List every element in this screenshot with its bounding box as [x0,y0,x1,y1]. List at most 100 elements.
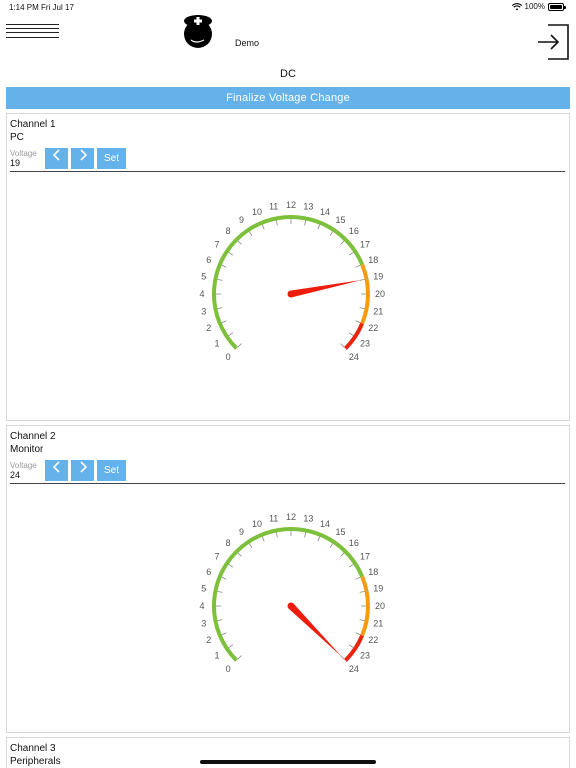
channel-device: Monitor [10,444,44,455]
gauge-tick-label: 4 [199,601,204,611]
voltage-input-underline [10,483,565,484]
gauge-arc-green [212,527,364,662]
gauge-tick [359,307,365,310]
gauge-tick [355,320,361,324]
channel-device: PC [10,132,24,143]
gauge-tick [340,240,345,245]
increase-voltage-button[interactable] [71,148,94,169]
gauge-tick-label: 17 [360,240,370,250]
gauge-tick-label: 20 [375,601,385,611]
gauge-tick [261,224,265,230]
gauge-tick-label: 4 [199,289,204,299]
app-header: Demo [0,14,576,60]
gauge-tick-label: 3 [201,618,206,628]
gauge-tick [355,264,361,268]
gauge-tick-label: 1 [214,650,219,660]
gauge-tick [348,251,354,256]
gauge-tick [217,307,223,310]
gauge-tick [237,343,242,348]
gauge-tick [237,240,242,245]
gauge-tick-label: 21 [373,306,383,316]
gauge-arc-green [212,215,364,350]
gauge-tick [329,543,334,549]
channel-name: Channel 3 [10,743,56,754]
gauge-tick [221,632,227,636]
gauge-tick-label: 16 [349,538,359,548]
channel-name: Channel 2 [10,431,56,442]
status-date: Fri Jul 17 [41,3,74,12]
gauge-tick [248,543,253,549]
gauge-tick-label: 11 [269,202,278,212]
gauge-tick-label: 24 [349,664,359,674]
logout-icon[interactable] [536,24,570,60]
gauge-tick-label: 2 [206,635,211,645]
gauge-tick [221,264,227,268]
status-bar: 1:14 PM Fri Jul 17 100% [0,0,576,14]
gauge-tick-label: 21 [373,618,383,628]
gauge-tick-label: 16 [349,226,359,236]
chevron-right-icon [79,461,87,473]
gauge-tick-label: 19 [373,584,383,594]
gauge-tick [221,576,227,580]
gauge-tick-label: 22 [368,323,378,333]
gauge-hub [287,602,295,610]
chevron-right-icon [79,149,87,161]
chevron-left-icon [52,461,60,473]
menu-button[interactable] [6,24,59,42]
gauge-tick [237,655,242,660]
gauge-tick [217,590,223,593]
gauge-tick [359,590,365,593]
gauge-tick-label: 5 [201,272,206,282]
gauge-tick-label: 7 [214,240,219,250]
gauge-tick [261,536,265,542]
gauge-tick-label: 14 [320,519,330,529]
status-time: 1:14 PM [9,3,39,12]
gauge-tick [340,552,345,557]
gauge-tick [355,576,361,580]
gauge-tick-label: 23 [360,650,370,660]
wifi-icon [511,2,522,10]
gauge-arc-orange [360,263,370,325]
app-name: Demo [235,38,260,48]
gauge-tick-label: 10 [252,519,262,529]
gauge-tick [355,632,361,636]
gauge-tick-label: 0 [226,664,231,674]
gauge-arc-orange [360,575,370,637]
gauge-tick [228,332,234,337]
gauge-tick-label: 7 [214,552,219,562]
gauge-tick [237,552,242,557]
gauge-tick-label: 3 [201,306,206,316]
voltage-input[interactable]: 24 [10,470,21,480]
gauge-tick [304,532,307,538]
gauge-tick [317,536,321,542]
increase-voltage-button[interactable] [71,460,94,481]
gauge-tick-label: 13 [303,514,313,524]
gauge-tick-label: 9 [239,215,244,225]
gauge-tick [348,332,354,337]
gauge-tick [248,231,253,237]
voltage-input[interactable]: 19 [10,158,21,168]
gauge-arc-red [343,322,364,350]
gauge-tick-label: 18 [368,255,378,265]
mode-title: DC [280,68,296,80]
gauge-tick-label: 10 [252,207,262,217]
gauge-tick-label: 12 [286,200,296,210]
gauge-tick-label: 0 [226,352,231,362]
gauge-tick-label: 8 [226,226,231,236]
set-voltage-button[interactable]: Set [97,460,126,481]
decrease-voltage-button[interactable] [45,460,68,481]
channel-device: Peripherals [10,756,61,767]
gauge-tick [228,251,234,256]
battery-icon [548,2,566,11]
gauge-tick [228,644,234,649]
gauge-tick-label: 2 [206,323,211,333]
gauge-tick-label: 8 [226,538,231,548]
set-voltage-button[interactable]: Set [97,148,126,169]
gauge-tick [304,220,307,226]
voltage-input-underline [10,171,565,172]
gauge-tick-label: 20 [375,289,385,299]
gauge-tick [317,224,321,230]
finalize-voltage-button[interactable]: Finalize Voltage Change [6,87,570,109]
decrease-voltage-button[interactable] [45,148,68,169]
